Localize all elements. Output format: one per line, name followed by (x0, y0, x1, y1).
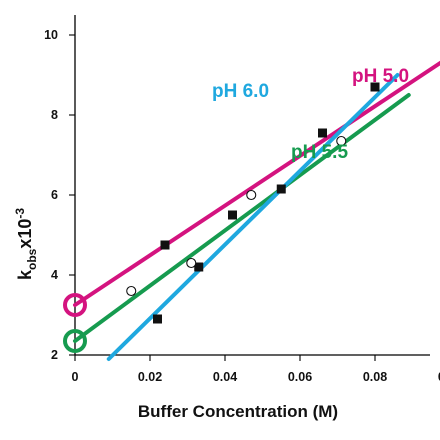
filled-square-data-point (153, 314, 162, 324)
ph-5-0-intercept-circle (63, 293, 87, 317)
filled-square-data-point (160, 240, 170, 250)
open-circle-data-point (336, 135, 347, 147)
series-lines-layer (63, 60, 440, 361)
filled-square-data-point (276, 184, 286, 194)
open-circle-data-point (246, 189, 257, 201)
filled-square-data-point (370, 82, 380, 92)
y-axis-title-suffix: x10 (15, 219, 35, 249)
ph-6-0-series-label: pH 6.0 (212, 81, 269, 102)
open-circle-data-point (186, 257, 197, 269)
y-axis-title-superscript: -3 (13, 208, 27, 219)
y-axis-title: kobsx10-3 (13, 208, 39, 280)
filled-square-data-point (228, 210, 237, 220)
axes-layer (74, 15, 430, 356)
x-tick-label: 0.08 (363, 370, 387, 384)
x-axis-title: Buffer Concentration (M) (138, 402, 338, 421)
ph-5-5-series-label: pH 5.5 (291, 142, 348, 163)
x-tick-label: 0.04 (213, 370, 237, 384)
filled-square-data-point (194, 262, 204, 272)
x-tick-label: 0.10 (438, 370, 440, 384)
x-tick-label: 0.06 (288, 370, 312, 384)
filled-square-data-point (318, 128, 327, 138)
y-tick-label: 2 (51, 348, 58, 362)
ph-6-0-fit-line (106, 73, 400, 361)
ph-5-0-fit-line (73, 60, 440, 307)
y-tick-label: 6 (51, 188, 58, 202)
y-tick-label: 10 (44, 28, 58, 42)
ph-5-5-intercept-circle (63, 329, 87, 353)
open-circle-data-point (126, 285, 137, 297)
ticks-layer: 0 0.02 0.04 0.06 0.08 0.10 2 4 6 8 10 (44, 28, 440, 384)
data-markers-layer (126, 82, 380, 324)
x-tick-label: 0.02 (138, 370, 162, 384)
y-axis-title-main: k (15, 269, 35, 280)
y-tick-label: 4 (51, 268, 58, 282)
ph-5-0-series-label: pH 5.0 (352, 66, 409, 87)
labels-layer: pH 5.0 pH 5.5 pH 6.0 Buffer Concentration (… (13, 66, 409, 421)
y-axis-title-subscript: obs (25, 248, 39, 270)
y-tick-label: 8 (51, 108, 58, 122)
y-axis-title-text: kobsx10-3 (13, 208, 39, 280)
x-tick-label: 0 (72, 370, 79, 384)
ph-5-5-fit-line (73, 93, 411, 343)
